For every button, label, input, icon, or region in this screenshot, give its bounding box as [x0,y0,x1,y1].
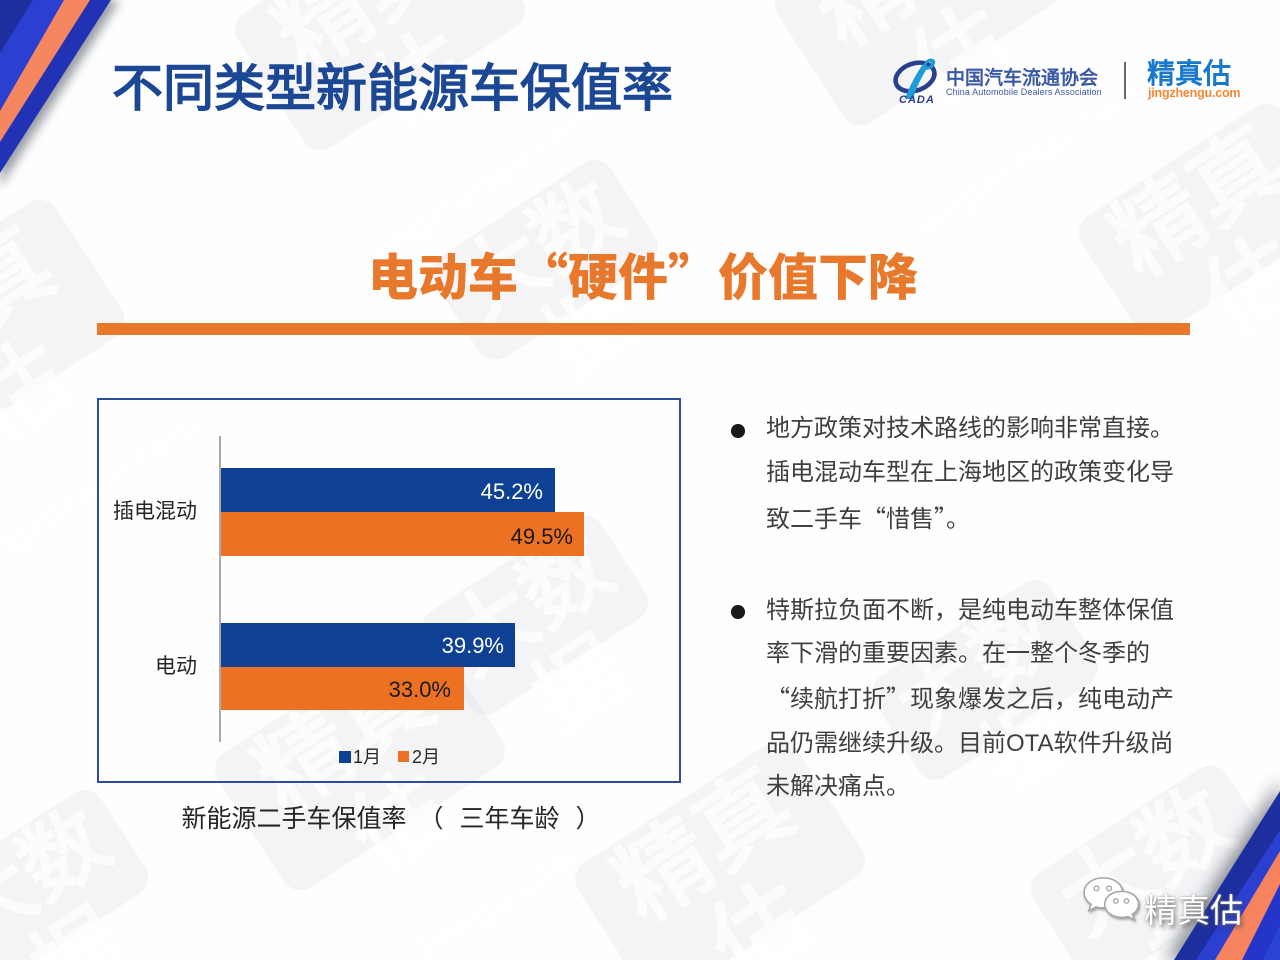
svg-text:CADA: CADA [899,94,935,104]
